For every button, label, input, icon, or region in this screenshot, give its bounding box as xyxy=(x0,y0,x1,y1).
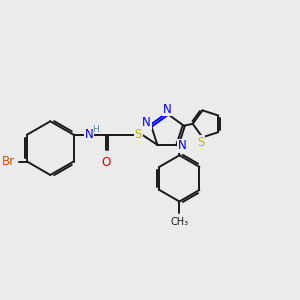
Text: N: N xyxy=(178,139,187,152)
Text: CH₃: CH₃ xyxy=(170,217,188,227)
Text: Br: Br xyxy=(2,155,15,168)
Text: H: H xyxy=(92,125,98,134)
Text: O: O xyxy=(101,156,110,169)
Text: S: S xyxy=(135,128,142,141)
Text: S: S xyxy=(197,136,204,149)
Text: N: N xyxy=(85,128,94,141)
Text: N: N xyxy=(163,103,172,116)
Text: N: N xyxy=(142,116,151,129)
